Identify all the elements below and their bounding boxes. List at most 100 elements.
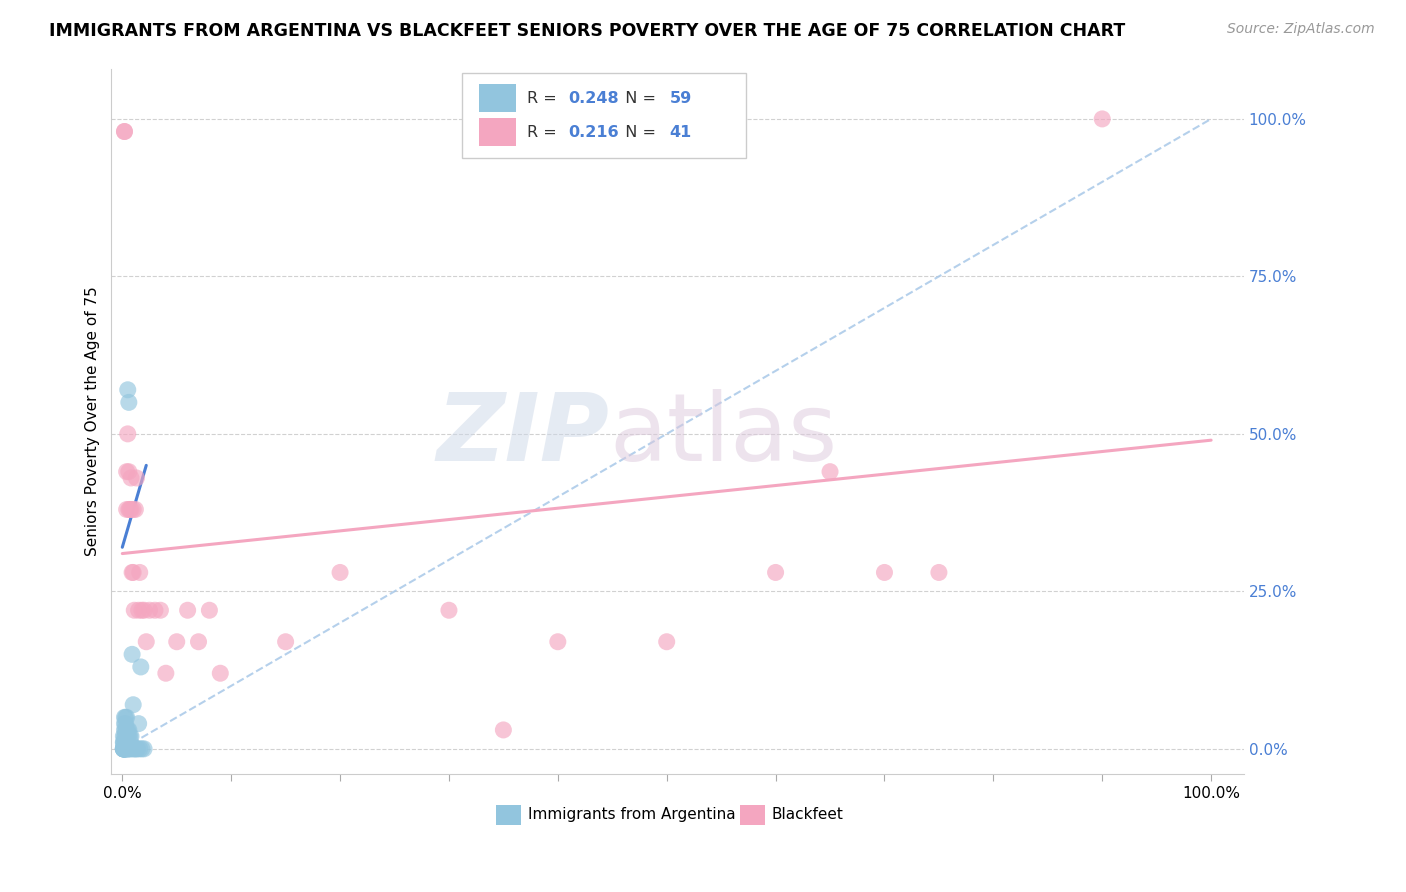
Point — [818, 465, 841, 479]
Point — [124, 741, 146, 756]
Point — [166, 634, 188, 648]
Point — [118, 723, 141, 737]
Text: 0.216: 0.216 — [568, 125, 619, 139]
Text: R =: R = — [527, 91, 562, 105]
Point — [1091, 112, 1114, 126]
Point — [117, 723, 139, 737]
Text: atlas: atlas — [610, 390, 838, 482]
Point — [114, 124, 136, 138]
Point — [122, 502, 145, 516]
Point — [117, 383, 139, 397]
Point — [115, 710, 138, 724]
Point — [131, 603, 153, 617]
Point — [115, 723, 138, 737]
Point — [114, 716, 136, 731]
Point — [122, 566, 145, 580]
Point — [118, 741, 141, 756]
Point — [121, 648, 143, 662]
Point — [492, 723, 515, 737]
Point — [128, 566, 150, 580]
Point — [114, 741, 136, 756]
Point — [122, 698, 145, 712]
Point — [118, 502, 141, 516]
Point — [114, 741, 136, 756]
Point — [114, 710, 136, 724]
Point — [132, 603, 155, 617]
Point — [135, 634, 157, 648]
Point — [765, 566, 787, 580]
Point — [187, 634, 209, 648]
Point — [118, 741, 141, 756]
Text: R =: R = — [527, 125, 562, 139]
Bar — [496, 805, 522, 825]
Point — [114, 735, 136, 749]
Point — [121, 566, 143, 580]
Point — [114, 741, 136, 756]
Text: N =: N = — [616, 91, 661, 105]
Point — [149, 603, 172, 617]
Point — [873, 566, 896, 580]
Point — [124, 502, 146, 516]
Point — [129, 660, 152, 674]
Text: Source: ZipAtlas.com: Source: ZipAtlas.com — [1227, 22, 1375, 37]
Point — [547, 634, 569, 648]
Point — [115, 735, 138, 749]
Text: ZIP: ZIP — [437, 390, 610, 482]
Point — [118, 395, 141, 409]
Point — [155, 666, 177, 681]
Point — [117, 735, 139, 749]
Point — [143, 603, 166, 617]
Point — [114, 710, 136, 724]
Text: IMMIGRANTS FROM ARGENTINA VS BLACKFEET SENIORS POVERTY OVER THE AGE OF 75 CORREL: IMMIGRANTS FROM ARGENTINA VS BLACKFEET S… — [49, 22, 1125, 40]
Point — [176, 603, 198, 617]
Point — [114, 741, 136, 756]
Point — [117, 741, 139, 756]
Y-axis label: Seniors Poverty Over the Age of 75: Seniors Poverty Over the Age of 75 — [86, 286, 100, 556]
Point — [118, 729, 141, 743]
Point — [128, 603, 150, 617]
Point — [114, 741, 136, 756]
Point — [112, 741, 135, 756]
Point — [128, 741, 150, 756]
Point — [114, 741, 136, 756]
Point — [124, 603, 146, 617]
Text: Immigrants from Argentina: Immigrants from Argentina — [529, 806, 735, 822]
Bar — [740, 805, 765, 825]
Point — [112, 741, 135, 756]
Text: 0.248: 0.248 — [568, 91, 619, 105]
Bar — [479, 118, 516, 146]
Point — [114, 735, 136, 749]
Point — [437, 603, 460, 617]
Point — [114, 729, 136, 743]
Point — [115, 465, 138, 479]
Text: Blackfeet: Blackfeet — [772, 806, 844, 822]
Point — [120, 729, 142, 743]
Point — [112, 741, 135, 756]
Point — [117, 729, 139, 743]
Point — [127, 741, 149, 756]
Point — [117, 426, 139, 441]
Point — [112, 741, 135, 756]
Point — [114, 723, 136, 737]
Point — [198, 603, 221, 617]
Point — [112, 729, 135, 743]
Point — [118, 729, 141, 743]
Point — [120, 471, 142, 485]
Point — [117, 741, 139, 756]
Point — [115, 502, 138, 516]
Point — [120, 741, 142, 756]
Point — [114, 741, 136, 756]
Text: 41: 41 — [669, 125, 692, 139]
Point — [329, 566, 352, 580]
Point — [118, 502, 141, 516]
Point — [655, 634, 678, 648]
Point — [122, 741, 145, 756]
Point — [112, 735, 135, 749]
Point — [112, 741, 135, 756]
Point — [928, 566, 950, 580]
Text: N =: N = — [616, 125, 661, 139]
Point — [112, 741, 135, 756]
Text: 59: 59 — [669, 91, 692, 105]
Point — [132, 741, 155, 756]
Point — [124, 741, 146, 756]
